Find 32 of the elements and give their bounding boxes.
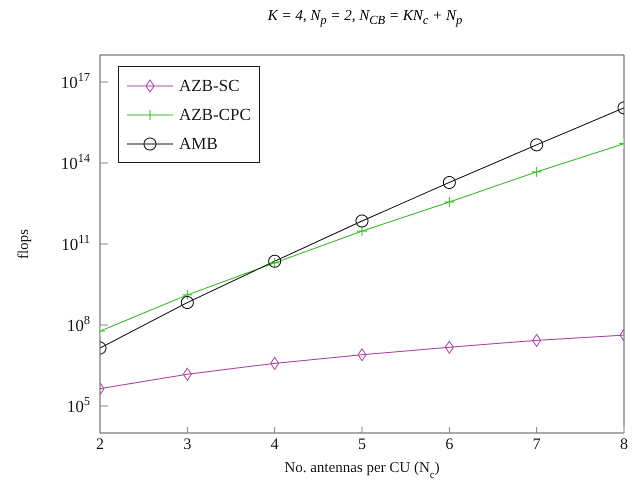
y-tick-label: 10$^{8}$: [66, 313, 90, 335]
point: [182, 289, 193, 300]
y-tick-label: 10$^{17}$: [60, 70, 90, 92]
point: [531, 166, 542, 178]
x-axis-title: No. antennas per CU (N$_{c}$): [284, 460, 440, 481]
x-tick-label: 7: [532, 436, 541, 453]
point: [269, 257, 280, 268]
y-tick-label: 10$^{5}$: [66, 394, 90, 416]
point: [182, 368, 192, 381]
point: [268, 254, 282, 268]
x-tick-label: 5: [358, 436, 366, 453]
y-tick-label: 10$^{14}$: [60, 151, 90, 173]
point: [356, 214, 368, 228]
point: [180, 296, 194, 310]
chart-title: K = 4, N$_{p}$ = 2, N$_{CB}$ = KN$_{c}$ + N$_{p}$: [268, 8, 462, 27]
x-tick-label: 6: [445, 436, 454, 453]
y-axis-title: flops: [16, 228, 32, 259]
x-tick-label: 4: [270, 436, 279, 453]
point: [442, 176, 456, 189]
legend-label: AZB-SC: [179, 76, 240, 96]
x-tick-label: 8: [620, 436, 628, 453]
point: [270, 356, 280, 370]
x-tick-label: 3: [183, 436, 192, 453]
point: [444, 196, 455, 208]
point: [444, 340, 454, 354]
y-tick-label: 10$^{11}$: [61, 232, 90, 254]
x-tick-label: 2: [96, 436, 104, 453]
legend-label: AMB: [179, 134, 218, 154]
point: [356, 226, 368, 237]
point: [530, 138, 544, 152]
point: [532, 334, 542, 347]
legend-label: AZB-CPC: [179, 104, 251, 124]
